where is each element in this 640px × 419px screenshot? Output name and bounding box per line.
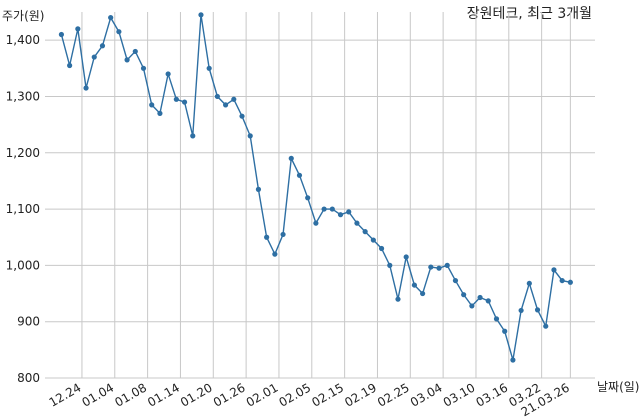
data-point [264, 234, 270, 240]
data-point [378, 245, 385, 252]
data-point [403, 254, 409, 260]
data-point [91, 54, 97, 60]
data-point [305, 195, 311, 201]
data-point [222, 102, 229, 108]
data-point [75, 26, 81, 32]
data-point [461, 292, 467, 298]
data-point [214, 93, 220, 100]
data-point [173, 96, 179, 102]
data-point [165, 71, 171, 77]
data-point [313, 220, 319, 226]
data-point [436, 265, 442, 271]
data-point [321, 206, 327, 212]
data-point [132, 48, 138, 55]
data-point [83, 85, 89, 91]
x-tick-label: 12.24 [47, 380, 84, 409]
data-point [411, 282, 418, 288]
x-axis-label: 날짜(일) [597, 380, 639, 394]
data-point [190, 133, 196, 139]
y-tick-label: 900 [17, 315, 40, 329]
data-point [280, 231, 286, 238]
x-tick-label: 02.19 [342, 380, 379, 409]
data-point [288, 155, 294, 161]
data-point [362, 229, 368, 235]
x-tick-label: 03.16 [474, 380, 511, 409]
data-point [477, 294, 483, 301]
y-tick-label: 1,000 [6, 258, 40, 272]
x-tick-label: 01.20 [178, 380, 215, 409]
data-point [395, 296, 401, 302]
data-point [452, 277, 459, 284]
data-point [255, 186, 262, 192]
data-point [469, 303, 475, 309]
data-point [116, 29, 122, 35]
x-ticks: 12.2401.0401.0801.1401.2001.2602.0102.05… [47, 380, 572, 419]
data-point [551, 267, 557, 273]
data-point [181, 99, 188, 105]
y-tick-label: 1,200 [6, 146, 40, 160]
chart-title: 장원테크, 최근 3개월 [467, 6, 592, 22]
data-point [140, 65, 147, 71]
x-tick-label: 03.10 [441, 380, 478, 409]
data-point [559, 277, 565, 284]
y-tick-label: 800 [17, 371, 40, 385]
y-tick-label: 1,400 [6, 33, 40, 47]
data-point [231, 96, 237, 102]
data-point [526, 280, 532, 287]
data-point [247, 133, 253, 139]
data-point [543, 323, 549, 329]
data-point [329, 206, 335, 212]
data-point [149, 102, 155, 108]
data-point [428, 264, 434, 270]
y-tick-label: 1,300 [6, 89, 40, 103]
data-point [444, 262, 450, 268]
series-line [60, 14, 571, 361]
grid [45, 12, 595, 379]
y-tick-label: 1,100 [6, 202, 40, 216]
x-tick-label: 02.05 [277, 380, 314, 409]
data-point [370, 237, 376, 243]
data-point [510, 357, 516, 363]
x-tick-label: 01.14 [145, 380, 182, 409]
data-point [206, 65, 212, 71]
data-point [534, 307, 541, 313]
data-point [387, 262, 393, 268]
data-point [346, 209, 352, 215]
data-point [157, 110, 163, 116]
x-tick-label: 01.26 [211, 380, 248, 409]
data-point [58, 31, 65, 38]
x-tick-label: 01.04 [80, 380, 117, 409]
y-axis-label: 주가(원) [2, 9, 44, 23]
data-point [518, 307, 524, 314]
data-point [493, 316, 500, 322]
x-tick-label: 01.08 [112, 380, 149, 409]
x-tick-label: 03.04 [408, 380, 445, 409]
data-point [296, 172, 303, 178]
data-point [108, 15, 114, 21]
data-point [124, 57, 130, 63]
data-point [198, 12, 204, 18]
data-point [272, 251, 278, 257]
data-point [354, 220, 360, 226]
x-tick-label: 02.25 [375, 380, 412, 409]
data-point [67, 62, 73, 69]
data-point [485, 298, 491, 304]
x-tick-label: 02.01 [244, 380, 281, 409]
x-tick-label: 02.15 [309, 380, 346, 409]
y-ticks: 800 900 1,000 1,100 1,200 1,300 1,400 [6, 33, 40, 385]
data-point [567, 279, 573, 285]
data-point [337, 212, 344, 218]
data-point [502, 328, 508, 334]
data-point [420, 290, 426, 297]
data-point [239, 113, 245, 119]
price-series [58, 12, 573, 363]
data-point [99, 43, 106, 49]
